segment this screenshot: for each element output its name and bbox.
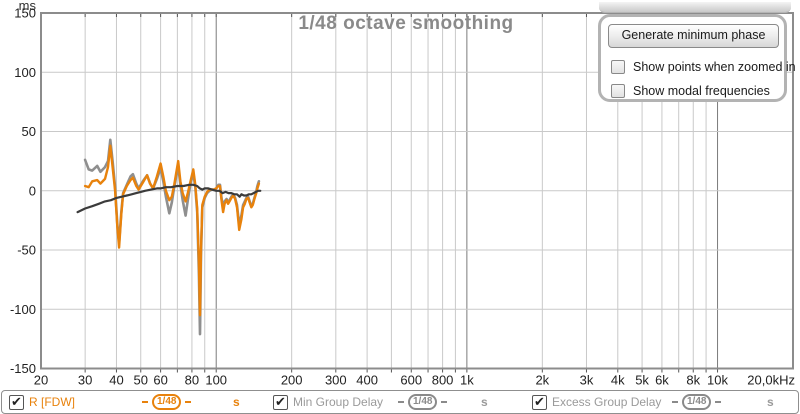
svg-text:0: 0 — [29, 183, 36, 198]
svg-text:50: 50 — [22, 124, 36, 139]
svg-text:5k: 5k — [635, 373, 649, 388]
svg-text:40: 40 — [109, 373, 123, 388]
svg-text:1k: 1k — [460, 373, 474, 388]
excess-group-delay-unit: s — [767, 395, 774, 409]
r-fdw-label: R [FDW] — [29, 395, 75, 409]
svg-text:-100: -100 — [10, 302, 36, 317]
x-axis-labels: 20 30 40 50 60 80 100 200 300 400 600 800 1k 2k 3k 4k 5k… — [34, 373, 795, 388]
svg-text:80: 80 — [185, 373, 199, 388]
r-fdw-unit: s — [233, 395, 240, 409]
svg-text:50: 50 — [134, 373, 148, 388]
window-edge-strip — [599, 2, 791, 13]
r-fdw-checkbox[interactable] — [9, 394, 24, 410]
plot-border — [40, 12, 794, 370]
svg-text:600: 600 — [400, 373, 422, 388]
svg-text:2k: 2k — [535, 373, 549, 388]
min-group-delay-smoothing-badge[interactable]: 1/48 — [398, 394, 448, 410]
excess-group-delay-label: Excess Group Delay — [552, 395, 662, 409]
show-points-label: Show points when zoomed in — [633, 60, 796, 74]
svg-text:3k: 3k — [580, 373, 594, 388]
show-modal-row: Show modal frequencies — [611, 83, 770, 99]
svg-text:6k: 6k — [655, 373, 669, 388]
svg-text:20,0kHz: 20,0kHz — [747, 373, 795, 388]
controls-panel: Generate minimum phase Show points when … — [598, 14, 796, 102]
svg-text:400: 400 — [356, 373, 378, 388]
svg-text:-150: -150 — [10, 361, 36, 376]
svg-text:800: 800 — [432, 373, 454, 388]
trace-legend-bar: R [FDW] 1/48 s Min Group Delay 1/48 s Ex… — [1, 390, 799, 414]
svg-text:10k: 10k — [707, 373, 728, 388]
svg-text:300: 300 — [325, 373, 347, 388]
min-group-delay-checkbox[interactable] — [273, 394, 288, 410]
svg-text:100: 100 — [14, 65, 36, 80]
chart-title: 1/48 octave smoothing — [298, 13, 514, 34]
svg-text:30: 30 — [78, 373, 92, 388]
excess-group-delay-checkbox[interactable] — [532, 394, 547, 410]
excess-group-delay-smoothing-badge[interactable]: 1/48 — [672, 394, 722, 410]
generate-minimum-phase-button[interactable]: Generate minimum phase — [608, 24, 779, 48]
svg-text:150: 150 — [14, 6, 36, 21]
svg-text:8k: 8k — [686, 373, 700, 388]
min-group-delay-unit: s — [481, 395, 488, 409]
svg-text:-50: -50 — [17, 243, 36, 258]
r-fdw-smoothing-badge[interactable]: 1/48 — [142, 394, 192, 410]
svg-text:20: 20 — [34, 373, 48, 388]
svg-text:ms: ms — [19, 0, 37, 13]
show-modal-checkbox[interactable] — [611, 84, 625, 98]
show-points-row: Show points when zoomed in — [611, 59, 796, 75]
min-group-delay-label: Min Group Delay — [293, 395, 384, 409]
show-modal-label: Show modal frequencies — [633, 84, 770, 98]
show-points-checkbox[interactable] — [611, 60, 625, 74]
svg-text:60: 60 — [153, 373, 167, 388]
svg-text:100: 100 — [205, 373, 227, 388]
chart-curves — [76, 138, 262, 336]
svg-text:200: 200 — [281, 373, 303, 388]
svg-text:4k: 4k — [611, 373, 625, 388]
